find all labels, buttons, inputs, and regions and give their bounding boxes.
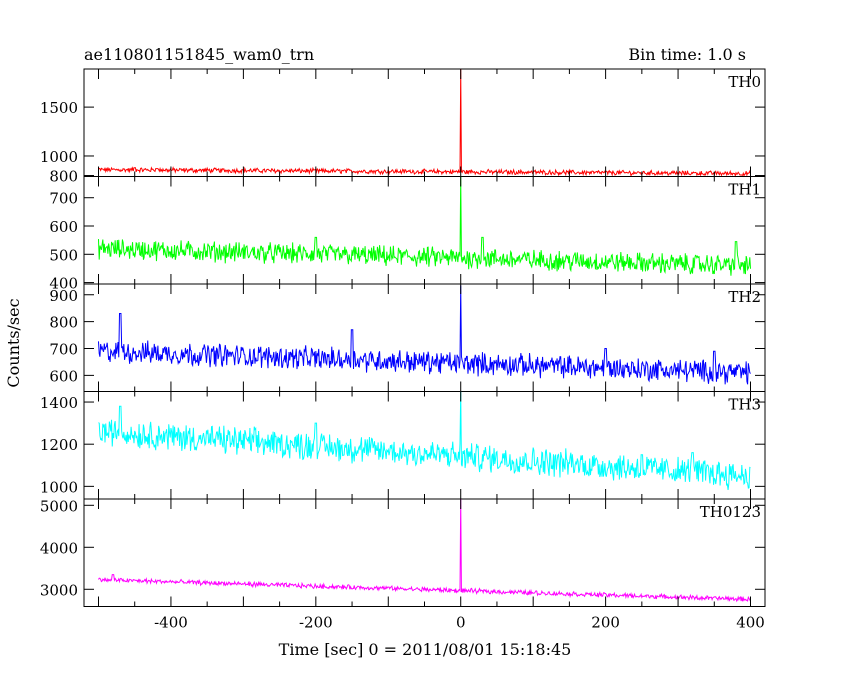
panel-label-th2: TH2: [728, 288, 761, 306]
y-tick-label: 1200: [40, 436, 78, 454]
x-tick-label: -400: [154, 614, 188, 632]
x-tick-label: 0: [456, 614, 466, 632]
panel-frame-th0: [83, 68, 766, 177]
y-tick-label: 5000: [40, 497, 78, 515]
panel-frame-th0123: [83, 498, 766, 607]
y-tick-label: 800: [49, 314, 78, 332]
x-axis-label: Time [sec] 0 = 2011/08/01 15:18:45: [279, 640, 572, 659]
y-tick-label: 400: [49, 275, 78, 293]
series-line-th0123: [98, 498, 751, 603]
panel-frame-th2: [83, 283, 766, 392]
series-line-th2: [97, 285, 751, 385]
x-tick-label: 400: [736, 614, 765, 632]
panel-frame-th1: [83, 176, 766, 285]
panel-label-th0123: TH0123: [700, 503, 761, 521]
x-tick-label: 200: [591, 614, 620, 632]
chart-title: ae110801151845_wam0_trn: [84, 45, 314, 64]
x-tick-label: -200: [299, 614, 333, 632]
series-line-th1: [97, 176, 752, 276]
y-tick-label: 700: [49, 341, 78, 359]
y-tick-label: 600: [49, 367, 78, 385]
y-tick-label: 1000: [40, 148, 78, 166]
y-tick-label: 500: [49, 246, 78, 264]
y-tick-label: 3000: [40, 581, 78, 599]
series-line-th3: [98, 391, 751, 491]
y-tick-label: 1500: [40, 99, 78, 117]
y-tick-label: 1400: [40, 394, 78, 412]
y-tick-label: 700: [49, 190, 78, 208]
panel-label-th1: TH1: [728, 181, 761, 199]
bin-time-label: Bin time: 1.0 s: [628, 45, 746, 64]
y-tick-label: 4000: [40, 539, 78, 557]
y-tick-label: 600: [49, 218, 78, 236]
y-tick-label: 800: [49, 168, 78, 186]
panel-frame-th3: [83, 391, 766, 500]
panel-label-th0: TH0: [728, 73, 761, 91]
y-axis-label: Counts/sec: [4, 298, 23, 387]
panel-label-th3: TH3: [728, 396, 761, 414]
panel-stack: TH0 800 1000 1500 TH1 400 500 600 700 TH2 600 700 80…: [40, 68, 766, 632]
series-line-th0: [98, 68, 751, 178]
y-tick-label: 900: [49, 287, 78, 305]
y-tick-label: 1000: [40, 478, 78, 496]
